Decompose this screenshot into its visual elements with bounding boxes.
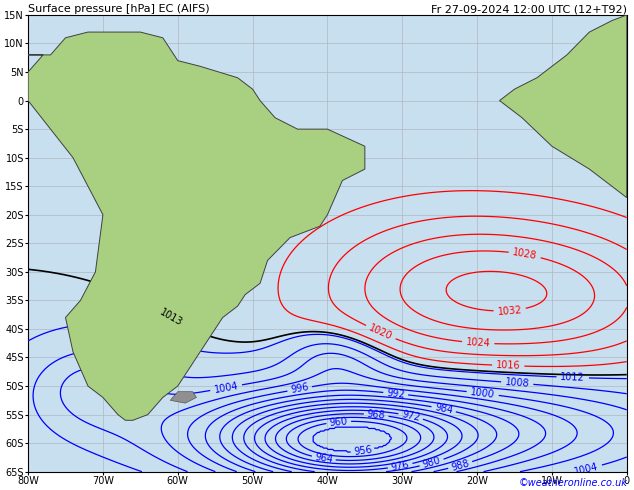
Text: 1032: 1032 <box>497 305 522 317</box>
Text: 1012: 1012 <box>560 372 585 383</box>
Text: 1000: 1000 <box>470 387 496 400</box>
Text: 996: 996 <box>290 382 309 395</box>
Text: 1016: 1016 <box>496 360 521 371</box>
Text: 976: 976 <box>390 459 410 472</box>
Text: Fr 27-09-2024 12:00 UTC (12+T92): Fr 27-09-2024 12:00 UTC (12+T92) <box>430 4 627 14</box>
Text: 1008: 1008 <box>505 377 530 389</box>
Text: 1013: 1013 <box>158 307 184 328</box>
Text: 1024: 1024 <box>465 337 491 349</box>
Polygon shape <box>500 15 627 197</box>
Text: 960: 960 <box>329 416 348 428</box>
Polygon shape <box>28 32 365 420</box>
Text: 972: 972 <box>401 409 421 423</box>
Text: 988: 988 <box>450 458 470 472</box>
Text: 1004: 1004 <box>213 381 239 395</box>
Text: 968: 968 <box>366 409 386 420</box>
Polygon shape <box>171 392 197 403</box>
Text: 956: 956 <box>353 444 373 457</box>
Text: 984: 984 <box>434 402 454 416</box>
Text: 980: 980 <box>422 456 442 470</box>
Text: ©weatheronline.co.uk: ©weatheronline.co.uk <box>519 478 628 488</box>
Text: 964: 964 <box>314 452 334 465</box>
Text: 1004: 1004 <box>573 461 599 477</box>
Text: Surface pressure [hPa] EC (AIFS): Surface pressure [hPa] EC (AIFS) <box>28 4 210 14</box>
Text: 1020: 1020 <box>368 323 394 342</box>
Text: 1028: 1028 <box>512 247 538 262</box>
Text: 992: 992 <box>386 388 405 399</box>
